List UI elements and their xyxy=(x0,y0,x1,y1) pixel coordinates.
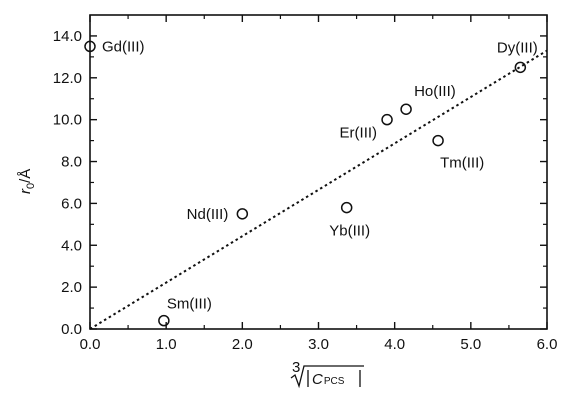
plot-frame-layer xyxy=(89,14,548,330)
x-tick-label: 6.0 xyxy=(537,336,558,353)
fit-line-layer xyxy=(89,49,548,330)
plot-frame xyxy=(89,14,548,330)
x-tick-label: 3.0 xyxy=(308,336,329,353)
y-tick-label: 14.0 xyxy=(53,28,82,45)
x-axis-label-main: C xyxy=(312,371,323,388)
y-tick-label: 10.0 xyxy=(53,112,82,129)
x-axis-label-subscript: PCS xyxy=(324,376,345,387)
x-tick-label: 0.0 xyxy=(80,336,101,353)
data-point-label: Yb(III) xyxy=(329,223,370,240)
data-point-marker xyxy=(381,113,393,126)
data-point-label: Gd(III) xyxy=(102,38,145,55)
y-tick-label: 6.0 xyxy=(61,195,82,212)
y-axis-label: r0/Å xyxy=(17,169,37,194)
y-tick-label: 0.0 xyxy=(61,321,82,338)
x-tick-label: 4.0 xyxy=(384,336,405,353)
y-axis-label-subscript: 0 xyxy=(25,183,37,189)
data-point-marker xyxy=(514,61,527,74)
data-point-label: Nd(III) xyxy=(187,206,229,223)
x-tick-label: 1.0 xyxy=(156,336,177,353)
x-tick-label: 5.0 xyxy=(460,336,481,353)
y-tick-label: 2.0 xyxy=(61,279,82,296)
data-point-label: Ho(III) xyxy=(414,83,456,100)
x-axis-label: CPCS xyxy=(312,371,345,388)
x-tick-label: 2.0 xyxy=(232,336,253,353)
data-point-label: Er(III) xyxy=(340,125,378,142)
fit-line xyxy=(89,49,548,330)
y-tick-label: 8.0 xyxy=(61,154,82,171)
radical-sign xyxy=(290,365,364,389)
y-axis-label-main: r xyxy=(17,188,34,194)
points-layer: Gd(III) Sm(III) Nd(III) Yb(III) Er(III) Ho(II… xyxy=(84,38,538,327)
data-point-label: Dy(III) xyxy=(497,39,538,56)
y-axis-label-unit: /Å xyxy=(17,169,34,183)
data-point-marker xyxy=(158,314,170,327)
data-point-marker xyxy=(340,201,353,214)
data-point-marker xyxy=(432,134,444,147)
y-tick-label: 12.0 xyxy=(53,70,82,87)
data-point-label: Tm(III) xyxy=(440,155,484,172)
x-axis-label-root-index: 3 xyxy=(292,359,300,376)
data-point-marker xyxy=(236,208,249,220)
y-tick-label: 4.0 xyxy=(61,237,82,254)
data-point-marker xyxy=(400,103,412,115)
tick-layer: 0.0 1.0 2.0 3.0 4.0 5.0 6.0 0.0 2.0 4.0 6.0 8.0 10.0… xyxy=(53,15,558,353)
data-point-marker xyxy=(84,40,96,53)
data-point-label: Sm(III) xyxy=(167,296,212,313)
